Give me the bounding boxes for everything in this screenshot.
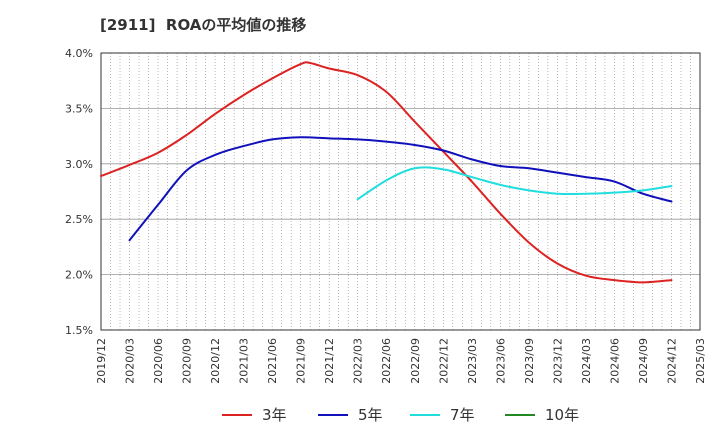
y-tick-label: 1.5% <box>65 324 93 337</box>
x-tick-label: 2021/12 <box>323 338 336 384</box>
x-tick-label: 2021/03 <box>238 338 251 384</box>
legend-item-5y: 5年 <box>318 404 383 425</box>
y-tick-label: 4.0% <box>65 47 93 60</box>
legend-swatch-7y <box>410 413 440 416</box>
x-tick-label: 2021/06 <box>266 338 279 384</box>
legend-label-3y: 3年 <box>262 406 287 424</box>
legend-label-7y: 7年 <box>450 406 475 424</box>
x-tick-label: 2024/03 <box>580 338 593 384</box>
y-tick-label: 3.0% <box>65 158 93 171</box>
legend-swatch-5y <box>318 413 348 416</box>
x-tick-label: 2024/12 <box>665 338 678 384</box>
legend-item-7y: 7年 <box>410 404 475 425</box>
legend-label-10y: 10年 <box>545 406 580 424</box>
x-tick-label: 2023/09 <box>523 338 536 384</box>
y-tick-label: 2.0% <box>65 269 93 282</box>
chart-title: [2911] ROAの平均値の推移 <box>100 16 307 34</box>
series-line-3y <box>100 61 673 284</box>
x-tick-label: 2025/03 <box>694 338 707 384</box>
legend-item-3y: 3年 <box>222 404 287 425</box>
x-tick-label: 2020/06 <box>152 338 165 384</box>
x-tick-label: 2019/12 <box>95 338 108 384</box>
x-tick-label: 2022/12 <box>437 338 450 384</box>
plot-frame <box>100 52 701 331</box>
legend-swatch-10y <box>505 413 535 416</box>
x-tick-label: 2024/06 <box>608 338 621 384</box>
x-tick-label: 2022/09 <box>409 338 422 384</box>
legend-swatch-3y <box>222 413 252 416</box>
y-tick-label: 3.5% <box>65 102 93 115</box>
x-tick-label: 2023/12 <box>551 338 564 384</box>
legend-label-5y: 5年 <box>358 406 383 424</box>
plot-area <box>101 53 700 330</box>
x-tick-label: 2021/09 <box>295 338 308 384</box>
y-tick-label: 2.5% <box>65 213 93 226</box>
legend-item-10y: 10年 <box>505 404 579 425</box>
x-tick-label: 2023/03 <box>466 338 479 384</box>
x-tick-label: 2020/09 <box>181 338 194 384</box>
x-tick-label: 2020/03 <box>124 338 137 384</box>
series-line-7y <box>356 166 673 201</box>
x-tick-label: 2023/06 <box>494 338 507 384</box>
x-tick-label: 2020/12 <box>209 338 222 384</box>
series-line-5y <box>128 136 673 242</box>
x-tick-label: 2022/03 <box>352 338 365 384</box>
x-tick-label: 2022/06 <box>380 338 393 384</box>
x-tick-label: 2024/09 <box>637 338 650 384</box>
